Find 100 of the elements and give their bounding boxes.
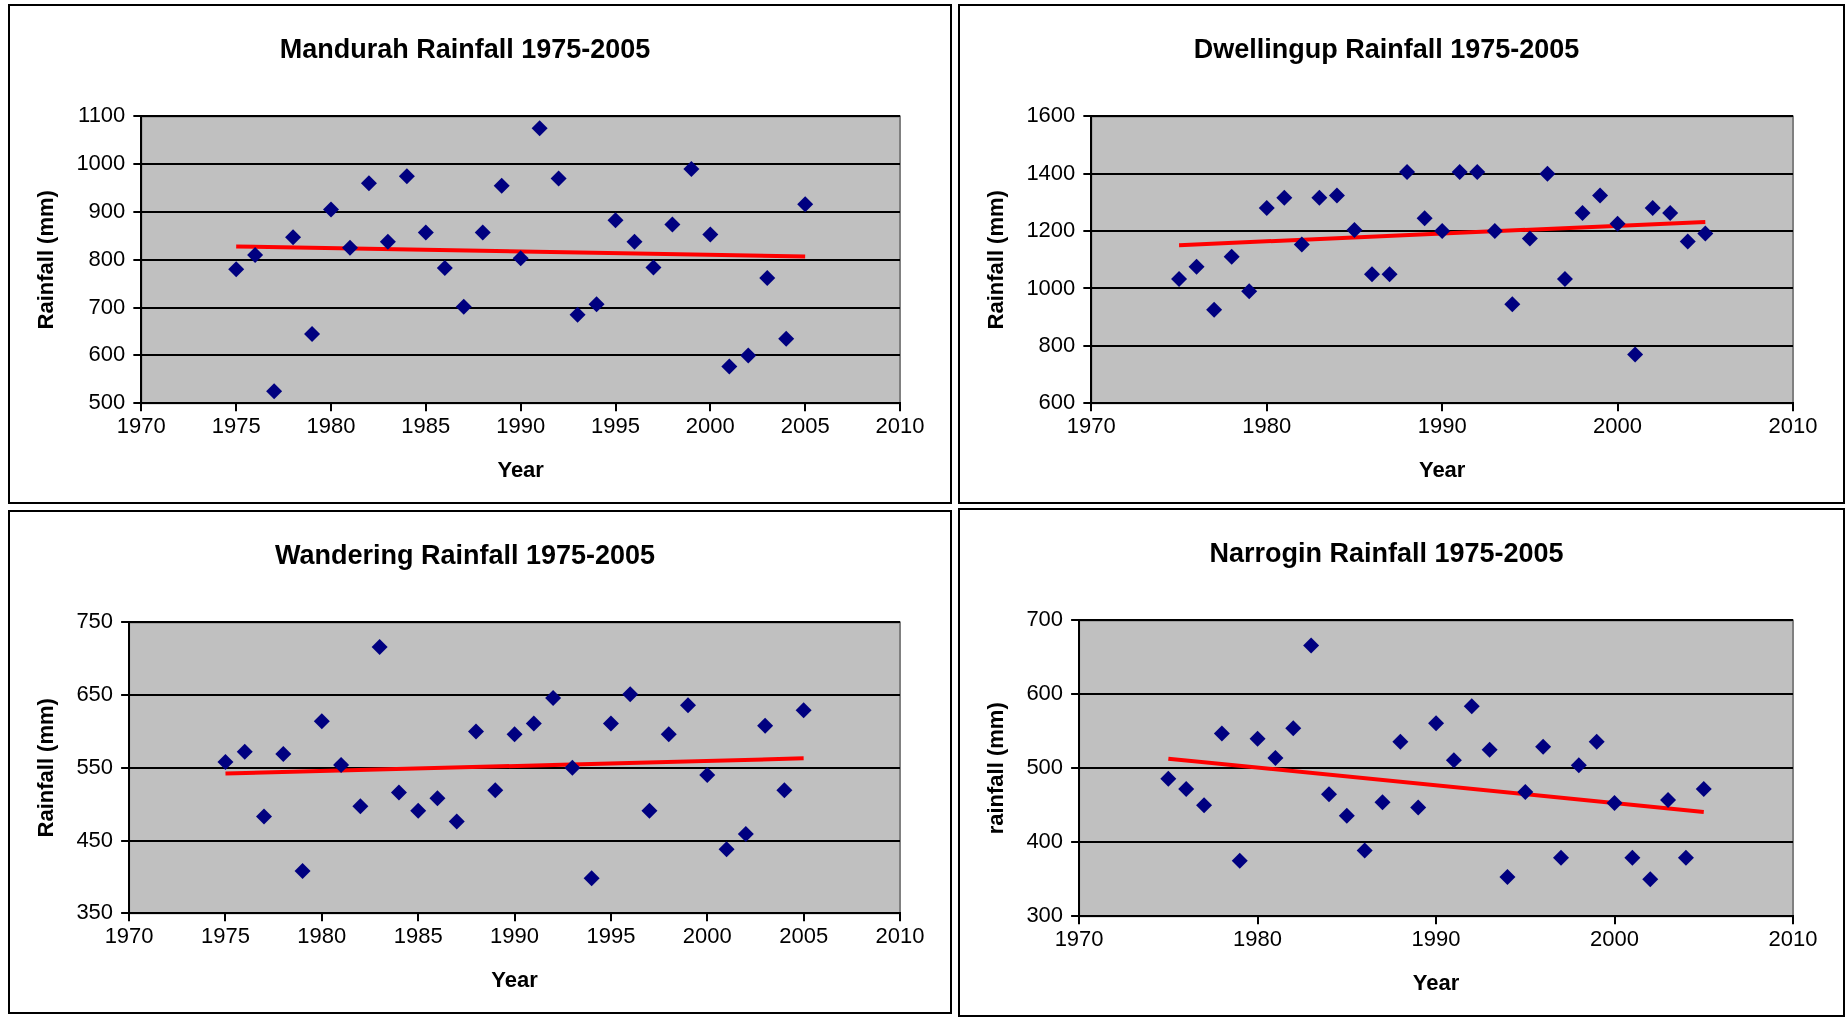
point: [474, 224, 491, 241]
point: [506, 726, 523, 743]
y-tick-label: 700: [1026, 606, 1064, 632]
point: [680, 697, 696, 714]
point: [1469, 164, 1486, 181]
x-tick-label: 2000: [685, 413, 735, 439]
y-tick-label: 1400: [1026, 159, 1076, 185]
point: [1574, 205, 1591, 222]
y-tick-label: 350: [76, 899, 114, 925]
point: [1428, 715, 1445, 732]
point: [1320, 786, 1337, 803]
y-tick-label: 1200: [1026, 217, 1076, 243]
x-tick-label: 1975: [211, 413, 261, 439]
point: [757, 717, 774, 734]
point: [1679, 233, 1696, 250]
y-tick-label: 550: [76, 753, 114, 779]
point: [493, 177, 510, 194]
point: [1463, 698, 1480, 715]
point: [1660, 792, 1677, 809]
point: [776, 782, 793, 799]
point: [410, 802, 427, 819]
point: [1410, 799, 1427, 816]
x-tick-label: 2000: [1593, 413, 1643, 439]
y-axis-title: Rainfall (mm): [33, 698, 59, 838]
point: [531, 120, 548, 137]
x-tick-label: 2010: [1768, 926, 1818, 952]
point: [228, 261, 245, 278]
point: [1592, 187, 1609, 204]
point: [371, 639, 388, 656]
chart-title: Narrogin Rainfall 1975-2005: [1209, 537, 1564, 568]
point: [448, 813, 465, 830]
point: [1517, 783, 1534, 800]
point: [1609, 215, 1626, 232]
point: [1552, 849, 1569, 866]
point: [1535, 738, 1552, 755]
point: [664, 216, 681, 233]
point: [294, 863, 311, 880]
x-tick-label: 2010: [875, 923, 925, 949]
point: [740, 347, 757, 364]
y-tick-label: 800: [1038, 331, 1076, 357]
point: [1642, 871, 1659, 888]
point: [1451, 164, 1468, 181]
point: [390, 784, 407, 801]
y-tick-label: 900: [88, 198, 126, 224]
x-tick-label: 1990: [490, 923, 540, 949]
point: [313, 713, 330, 730]
point: [1695, 781, 1712, 798]
point: [1677, 849, 1694, 866]
point: [1258, 199, 1275, 216]
x-tick-label: 1985: [393, 923, 443, 949]
point: [1570, 757, 1587, 774]
point: [1249, 730, 1266, 747]
point: [583, 870, 600, 887]
point: [1285, 720, 1302, 737]
point: [256, 808, 273, 825]
point: [352, 798, 369, 815]
point: [333, 756, 350, 773]
point: [660, 726, 677, 743]
point: [737, 825, 754, 842]
y-tick-label: 600: [1038, 389, 1076, 415]
y-tick-label: 400: [1026, 828, 1064, 854]
y-tick-label: 1000: [1026, 274, 1076, 300]
chart-title: Mandurah Rainfall 1975-2005: [279, 33, 651, 64]
x-tick-label: 1975: [200, 923, 250, 949]
x-tick-label: 1980: [297, 923, 347, 949]
point: [304, 325, 321, 342]
point: [217, 753, 234, 770]
chart-title: Dwellingup Rainfall 1975-2005: [1193, 33, 1580, 64]
point: [797, 196, 814, 213]
point: [275, 745, 292, 762]
point: [1356, 842, 1373, 859]
x-tick-label: 2010: [875, 413, 925, 439]
point: [1311, 189, 1328, 206]
point: [436, 259, 453, 276]
point: [1293, 236, 1310, 253]
point: [795, 702, 812, 719]
point: [417, 224, 434, 241]
point: [699, 767, 716, 784]
x-tick-label: 1990: [1411, 926, 1461, 952]
point: [641, 802, 658, 819]
point: [285, 229, 302, 246]
point: [398, 168, 415, 185]
y-tick-label: 1600: [1026, 102, 1076, 128]
y-axis-title: Rainfall (mm): [33, 190, 59, 330]
point: [1556, 271, 1573, 288]
point: [323, 201, 340, 218]
point: [468, 723, 485, 740]
point: [247, 247, 264, 264]
point: [1434, 223, 1451, 240]
point: [341, 239, 358, 256]
point: [1486, 223, 1503, 240]
point: [1481, 741, 1498, 758]
y-tick-label: 800: [88, 245, 126, 271]
point: [1206, 301, 1223, 318]
point: [1697, 225, 1714, 242]
y-tick-label: 600: [1026, 680, 1064, 706]
x-tick-label: 1970: [1054, 926, 1104, 952]
point: [512, 250, 529, 267]
point: [1160, 770, 1177, 787]
x-tick-label: 2005: [779, 923, 829, 949]
